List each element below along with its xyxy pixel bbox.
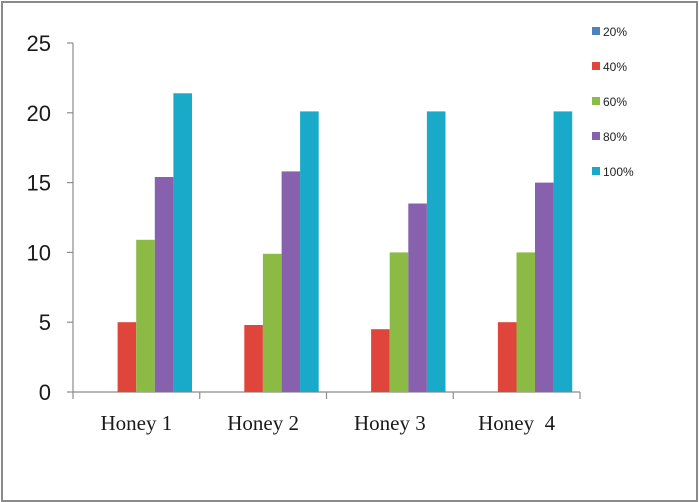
- y-tick-label: 25: [27, 31, 51, 56]
- legend-label: 20%: [603, 25, 627, 39]
- y-axis: 0 5 10 15 20 25: [27, 31, 74, 405]
- bar-80pct-3: [408, 203, 427, 392]
- legend-swatch: [592, 27, 600, 35]
- x-axis: Honey 1 Honey 2 Honey 3 Honey 4: [72, 391, 581, 435]
- bar-40pct-1: [117, 322, 137, 392]
- x-tick-label: Honey 1: [101, 411, 173, 435]
- legend-label: 100%: [603, 165, 634, 179]
- bar-80pct-4: [535, 182, 554, 392]
- bar-60pct-1: [136, 239, 155, 392]
- bar-80pct-2: [281, 171, 301, 392]
- bar-80pct-1: [154, 177, 174, 392]
- bar-40pct-3: [371, 329, 390, 392]
- bar-100pct-1: [173, 93, 192, 393]
- x-tick-label: Honey 4: [478, 411, 555, 435]
- legend-label: 40%: [603, 60, 627, 74]
- legend: 20% 40% 60% 80% 100%: [592, 25, 634, 179]
- bar-100pct-2: [300, 111, 319, 393]
- legend-label: 80%: [603, 130, 627, 144]
- bar-100pct-4: [553, 111, 573, 393]
- y-tick-label: 5: [39, 310, 51, 335]
- y-tick-label: 10: [27, 240, 51, 265]
- y-tick-label: 20: [27, 101, 51, 126]
- y-tick-label: 0: [39, 380, 51, 405]
- legend-swatch: [592, 132, 600, 140]
- bar-100pct-3: [426, 111, 446, 393]
- legend-label: 60%: [603, 95, 627, 109]
- bar-40pct-4: [497, 322, 517, 392]
- y-tick-label: 15: [27, 171, 51, 196]
- legend-swatch: [592, 97, 600, 105]
- bars: [117, 93, 573, 393]
- x-tick-label: Honey 2: [227, 411, 299, 435]
- bar-60pct-2: [262, 253, 282, 392]
- bar-60pct-4: [516, 252, 536, 392]
- bar-60pct-3: [389, 252, 409, 392]
- legend-swatch: [592, 62, 600, 70]
- x-tick-label: Honey 3: [354, 411, 426, 435]
- legend-swatch: [592, 167, 600, 175]
- bar-40pct-2: [244, 325, 263, 392]
